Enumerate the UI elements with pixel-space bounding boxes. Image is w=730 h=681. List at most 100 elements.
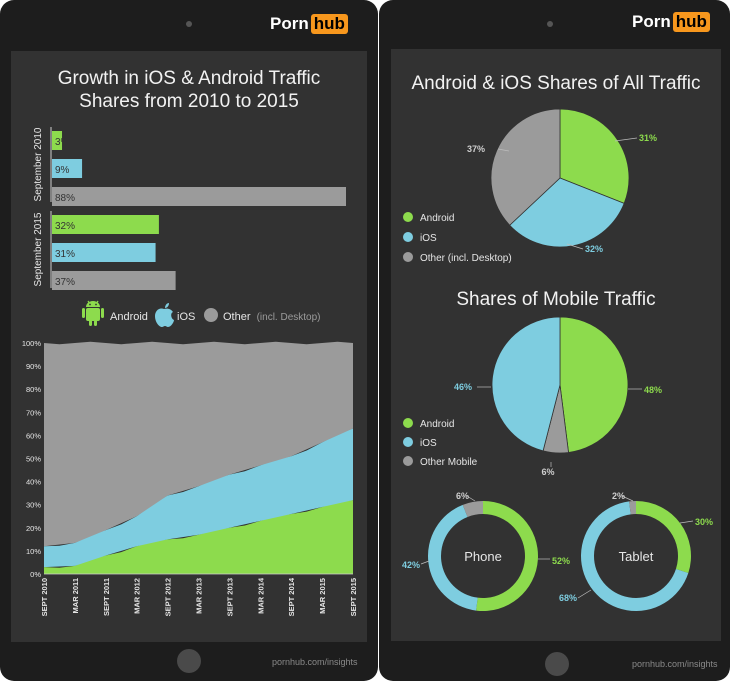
y-tick-label: 80% bbox=[26, 385, 41, 394]
pie1-legend-ios-dot bbox=[403, 232, 413, 242]
x-tick-label: SEPT 2014 bbox=[287, 577, 296, 616]
left-chart-svg: September 2010 September 2015 3% 9% 88% 32%… bbox=[22, 127, 358, 616]
pie2-slice-android bbox=[559, 316, 629, 453]
donut2-center-label: Tablet bbox=[619, 549, 654, 564]
donut1-slice-android bbox=[476, 501, 539, 611]
pie1-legend-other-dot bbox=[403, 252, 413, 262]
camera-icon bbox=[186, 21, 192, 27]
area-android bbox=[44, 500, 353, 574]
donut2-label-android: 30% bbox=[695, 517, 713, 527]
donut-phone: 52% 42% 6% Phone bbox=[402, 491, 570, 611]
logo-word: Porn bbox=[632, 12, 671, 31]
y-tick-label: 0% bbox=[30, 570, 41, 579]
bar-2010-ios bbox=[52, 159, 83, 178]
group-label-2015: September 2015 bbox=[33, 212, 44, 286]
y-tick-label: 70% bbox=[26, 408, 41, 417]
pie1-leader-line bbox=[497, 148, 510, 152]
pie1-legend-android-dot bbox=[403, 212, 413, 222]
group-label-2010: September 2010 bbox=[33, 127, 44, 201]
legend-android: Android bbox=[110, 311, 148, 323]
pie2-legend-ios: iOS bbox=[420, 438, 437, 449]
donut1-label-android: 52% bbox=[552, 556, 570, 566]
x-tick-label: SEPT 2010 bbox=[40, 578, 49, 616]
donut2-leader-line bbox=[679, 520, 694, 524]
camera-icon bbox=[547, 21, 553, 27]
pie-all-traffic: 31% 32% 37% bbox=[467, 108, 657, 254]
x-tick-label: SEPT 2011 bbox=[102, 578, 111, 616]
bar-label-2015-android: 32% bbox=[55, 221, 75, 232]
legend-other: Other bbox=[223, 311, 251, 323]
growth-title-line1: Growth in iOS & Android Traffic bbox=[57, 68, 321, 89]
area-ios bbox=[44, 428, 353, 568]
footer-url: pornhub.com/insights bbox=[632, 659, 718, 669]
bar-2015-android bbox=[52, 215, 159, 234]
home-button[interactable] bbox=[545, 652, 569, 676]
donut1-leader-line bbox=[420, 560, 430, 565]
donut2-slice-android bbox=[636, 501, 691, 573]
y-tick-label: 50% bbox=[26, 455, 41, 464]
pie1-leader-line bbox=[614, 137, 638, 142]
pie2-legend-ios-dot bbox=[403, 437, 413, 447]
y-tick-label: 10% bbox=[26, 547, 41, 556]
area-other bbox=[44, 341, 353, 547]
donut2-leader-line bbox=[577, 589, 592, 599]
x-tick-label: SEPT 2015 bbox=[349, 578, 358, 616]
x-tick-label: SEPT 2013 bbox=[225, 578, 234, 616]
donut2-label-ios: 68% bbox=[559, 593, 577, 603]
legend-ios: iOS bbox=[177, 311, 195, 323]
y-tick-label: 40% bbox=[26, 478, 41, 487]
logo-word: Porn bbox=[270, 14, 309, 33]
x-tick-label: SEPT 2012 bbox=[164, 578, 173, 616]
donut1-slice-other bbox=[462, 501, 483, 517]
bar-label-2015-other: 37% bbox=[55, 277, 75, 288]
pie2-legend-other: Other Mobile bbox=[420, 457, 478, 468]
pornhub-logo: Porn hub bbox=[270, 14, 348, 34]
footer-url: pornhub.com/insights bbox=[272, 657, 358, 667]
bar-2010-other bbox=[52, 187, 346, 206]
pie2-slice-ios bbox=[491, 316, 561, 452]
donut1-center-label: Phone bbox=[464, 549, 502, 564]
y-tick-label: 60% bbox=[26, 431, 41, 440]
pie1-label-ios: 32% bbox=[585, 244, 603, 254]
donut-tablet: 30% 68% 2% Tablet bbox=[559, 491, 713, 611]
pie2-title: Shares of Mobile Traffic bbox=[456, 289, 656, 310]
right-chart-svg: 31% 32% 37% 48% 6% 46% 52% 42% 6% Phone 30% 68% 2… bbox=[402, 108, 713, 611]
horizontal-bars: 3% 9% 88% 32% 31% 37% bbox=[52, 131, 346, 290]
y-tick-label: 30% bbox=[26, 501, 41, 510]
growth-title: Growth in iOS & Android Traffic Shares f… bbox=[11, 67, 367, 113]
bar-label-2010-ios: 9% bbox=[55, 165, 70, 176]
legend-other-swatch bbox=[204, 308, 218, 322]
pie2-label-android: 48% bbox=[644, 385, 662, 395]
pie1-leader-line bbox=[566, 243, 584, 250]
pie2-legend-other-dot bbox=[403, 456, 413, 466]
pie1-label-other: 37% bbox=[467, 144, 485, 154]
home-button[interactable] bbox=[177, 649, 201, 673]
pie1-legend-ios: iOS bbox=[420, 233, 437, 244]
left-tablet: Porn hub Growth in iOS & Android Traffic … bbox=[0, 0, 378, 681]
bar-label-2010-other: 88% bbox=[55, 193, 75, 204]
pie1-legend-android: Android bbox=[420, 213, 454, 224]
pie1-legend-other: Other (incl. Desktop) bbox=[420, 253, 512, 264]
bar-2015-ios bbox=[52, 243, 156, 262]
x-tick-label: MAR 2013 bbox=[195, 578, 204, 614]
pie-mobile-traffic: 48% 6% 46% bbox=[454, 316, 662, 477]
x-tick-label: MAR 2015 bbox=[318, 578, 327, 614]
donut1-label-other: 6% bbox=[456, 491, 469, 501]
x-tick-label: MAR 2012 bbox=[133, 578, 142, 614]
y-tick-label: 90% bbox=[26, 362, 41, 371]
bar-label-2010-android: 3% bbox=[55, 137, 70, 148]
stacked-area-chart: 0% 10% 20% 30% 40% 50% 60% 70% 80% 90% 100% SEPT 20… bbox=[22, 339, 358, 616]
donut2-leader-line bbox=[621, 495, 634, 502]
y-tick-label: 100% bbox=[22, 339, 42, 348]
android-icon bbox=[82, 300, 104, 326]
logo-hub: hub bbox=[672, 12, 710, 32]
donut2-slice-other bbox=[629, 501, 636, 515]
growth-title-line2: Shares from 2010 to 2015 bbox=[79, 91, 299, 112]
bar-2010-android bbox=[52, 131, 63, 150]
x-tick-label: MAR 2011 bbox=[71, 578, 80, 613]
pie2-label-other: 6% bbox=[541, 467, 554, 477]
donut2-label-other: 2% bbox=[612, 491, 625, 501]
donut1-label-ios: 42% bbox=[402, 560, 420, 570]
bar-2015-other bbox=[52, 271, 176, 290]
pie1-slice-other bbox=[490, 108, 561, 226]
